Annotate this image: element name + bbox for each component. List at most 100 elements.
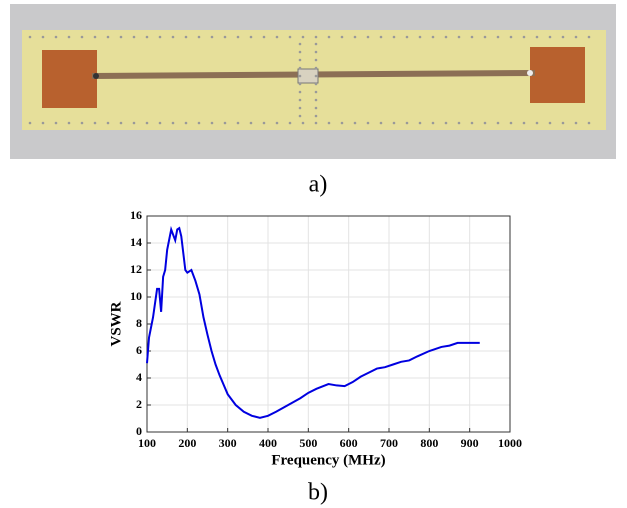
hole — [574, 35, 578, 39]
hole — [41, 35, 45, 39]
y-tick-label: 6 — [136, 343, 142, 357]
hole — [483, 121, 487, 125]
hole — [298, 82, 302, 86]
hole — [392, 35, 396, 39]
hole — [301, 121, 305, 125]
caption: a) — [309, 172, 328, 198]
hole — [171, 121, 175, 125]
hole — [535, 121, 539, 125]
x-tick-label: 200 — [178, 436, 196, 450]
hole — [405, 35, 409, 39]
photo — [10, 4, 616, 159]
via — [93, 73, 99, 79]
hole — [132, 121, 136, 125]
hole — [298, 74, 302, 78]
hole — [301, 35, 305, 39]
hole — [327, 35, 331, 39]
hole — [171, 35, 175, 39]
hole — [288, 35, 292, 39]
hole — [418, 35, 422, 39]
hole — [548, 35, 552, 39]
hole — [298, 98, 302, 102]
hole — [574, 121, 578, 125]
hole — [444, 35, 448, 39]
y-tick-label: 4 — [136, 370, 142, 384]
hole — [236, 121, 240, 125]
hole — [405, 121, 409, 125]
hole — [223, 121, 227, 125]
hole — [522, 35, 526, 39]
hole — [470, 121, 474, 125]
hole — [298, 90, 302, 94]
hole — [548, 121, 552, 125]
hole — [298, 114, 302, 118]
hole — [158, 35, 162, 39]
y-tick-label: 16 — [130, 208, 142, 222]
hole — [184, 121, 188, 125]
hole — [54, 121, 58, 125]
x-tick-label: 900 — [461, 436, 479, 450]
copper-pad — [42, 50, 97, 108]
hole — [197, 121, 201, 125]
hole — [314, 74, 318, 78]
hole — [314, 50, 318, 54]
hole — [314, 35, 318, 39]
hole — [223, 35, 227, 39]
hole — [340, 121, 344, 125]
hole — [132, 35, 136, 39]
hole — [106, 121, 110, 125]
hole — [262, 35, 266, 39]
hole — [41, 121, 45, 125]
hole — [288, 121, 292, 125]
x-tick-label: 1000 — [498, 436, 522, 450]
hole — [496, 121, 500, 125]
hole — [587, 35, 591, 39]
hole — [119, 35, 123, 39]
hole — [184, 35, 188, 39]
y-axis-label: VSWR — [108, 301, 124, 346]
hole — [535, 35, 539, 39]
hole — [275, 35, 279, 39]
hole — [158, 121, 162, 125]
y-tick-label: 14 — [130, 235, 142, 249]
hole — [509, 121, 513, 125]
hole — [327, 121, 331, 125]
hole — [106, 35, 110, 39]
hole — [93, 121, 97, 125]
connector — [297, 68, 319, 84]
hole — [298, 42, 302, 46]
hole — [314, 121, 318, 125]
hole — [418, 121, 422, 125]
hole — [457, 35, 461, 39]
hole — [509, 35, 513, 39]
hole — [366, 121, 370, 125]
hole — [457, 121, 461, 125]
x-tick-label: 100 — [138, 436, 156, 450]
hole — [314, 98, 318, 102]
hole — [145, 35, 149, 39]
x-tick-label: 800 — [420, 436, 438, 450]
hole — [483, 35, 487, 39]
hole — [210, 35, 214, 39]
y-tick-label: 8 — [136, 316, 142, 330]
hole — [431, 121, 435, 125]
hole — [314, 58, 318, 62]
hole — [392, 121, 396, 125]
hole — [67, 35, 71, 39]
hole — [314, 42, 318, 46]
data-line — [146, 225, 480, 419]
hole — [249, 35, 253, 39]
hole — [28, 35, 32, 39]
hole — [353, 121, 357, 125]
hole — [444, 121, 448, 125]
hole — [298, 58, 302, 62]
hole — [67, 121, 71, 125]
board-holes — [28, 35, 591, 125]
hole — [93, 35, 97, 39]
hole — [210, 121, 214, 125]
hole — [28, 121, 32, 125]
x-tick-label: 500 — [299, 436, 317, 450]
caption: b) — [308, 480, 328, 506]
